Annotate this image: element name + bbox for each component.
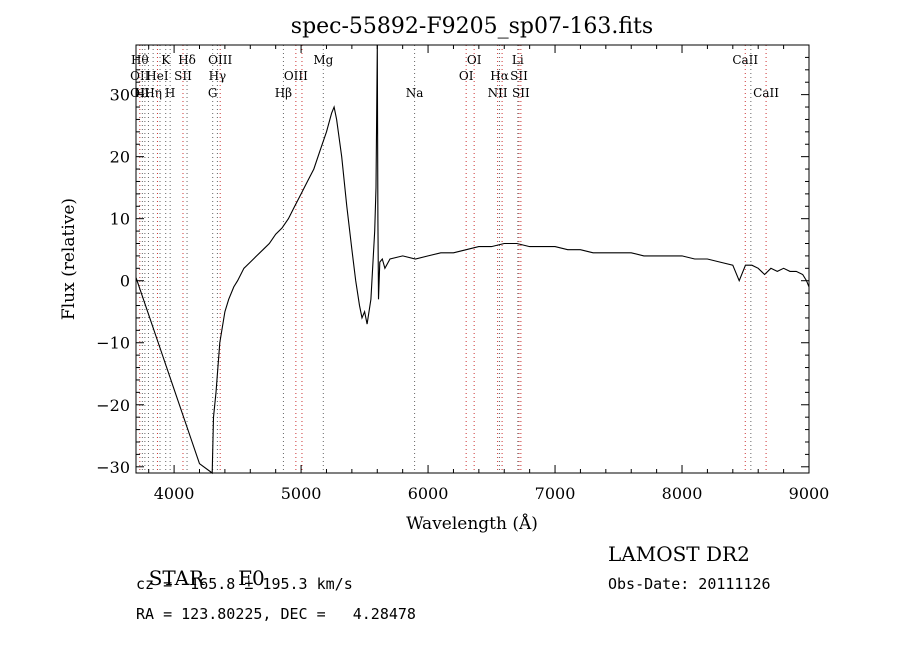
x-tick-label: 5000 <box>281 484 322 503</box>
line-marker-label: Hη <box>144 86 162 100</box>
line-markers: HθOIIOIIHιHηHeIKHSIIHδGHγOIIIHβOIIIMgNaO… <box>130 45 779 473</box>
line-marker-label: CaII <box>732 53 758 67</box>
line-marker-label: Hι <box>135 86 150 100</box>
y-tick-label: −20 <box>96 396 130 415</box>
line-marker-label: Hθ <box>131 53 149 67</box>
line-marker-label: CaII <box>753 86 779 100</box>
y-tick-label: 0 <box>120 272 130 291</box>
x-axis-label: Wavelength (Å) <box>406 513 538 534</box>
chart-title: spec-55892-F9205_sp07-163.fits <box>291 14 653 39</box>
obs-date: Obs-Date: 20111126 <box>608 575 771 593</box>
line-marker-label: HeI <box>146 69 169 83</box>
subclass-label: F0 <box>238 566 265 590</box>
line-marker-label: Na <box>406 86 424 100</box>
y-tick-label: −10 <box>96 334 130 353</box>
coordinates-line: RA = 123.80225, DEC = 4.28478 <box>136 605 416 623</box>
x-tick-label: 8000 <box>662 484 703 503</box>
y-tick-label: 30 <box>110 86 130 105</box>
line-marker-label: OII <box>130 69 150 83</box>
axis-ticks: 4000 5000 6000 7000 8000 9000 −30 −20 −10 0 10 20 30 <box>96 44 830 503</box>
y-tick-label: −30 <box>96 458 130 477</box>
x-tick-label: 6000 <box>408 484 449 503</box>
line-marker-label: SII <box>512 86 530 100</box>
plot-frame <box>135 44 810 474</box>
line-marker-label: K <box>161 53 171 67</box>
line-marker-label: OI <box>459 69 474 83</box>
redshift-line: cz = −165.8 ± 195.3 km/s <box>136 575 353 593</box>
y-tick-label: 10 <box>110 210 130 229</box>
line-marker-label: Hβ <box>275 86 292 100</box>
line-marker-label: G <box>208 86 218 100</box>
y-tick-label: 20 <box>110 148 130 167</box>
line-marker-label: H <box>165 86 175 100</box>
object-class: STAR F0 <box>136 542 265 590</box>
x-tick-label: 7000 <box>535 484 576 503</box>
line-marker-label: Hδ <box>178 53 196 67</box>
x-tick-label: 9000 <box>789 484 830 503</box>
line-marker-label: Hγ <box>209 69 227 83</box>
y-axis-label: Flux (relative) <box>59 198 79 320</box>
line-marker-label: NII <box>488 86 508 100</box>
line-marker-label: Hα <box>490 69 509 83</box>
spectrum-series <box>135 44 810 475</box>
line-marker-label: SII <box>510 69 528 83</box>
line-marker-label: OI <box>467 53 482 67</box>
line-marker-label: Li <box>512 53 524 67</box>
class-label: STAR <box>148 566 205 590</box>
line-marker-label: Mg <box>313 53 333 67</box>
line-marker-label: OIII <box>208 53 232 67</box>
survey-label: LAMOST DR2 <box>608 542 750 566</box>
spectrum-line <box>135 44 810 475</box>
line-marker-label: OIII <box>284 69 308 83</box>
line-marker-label: SII <box>174 69 192 83</box>
x-tick-label: 4000 <box>154 484 195 503</box>
